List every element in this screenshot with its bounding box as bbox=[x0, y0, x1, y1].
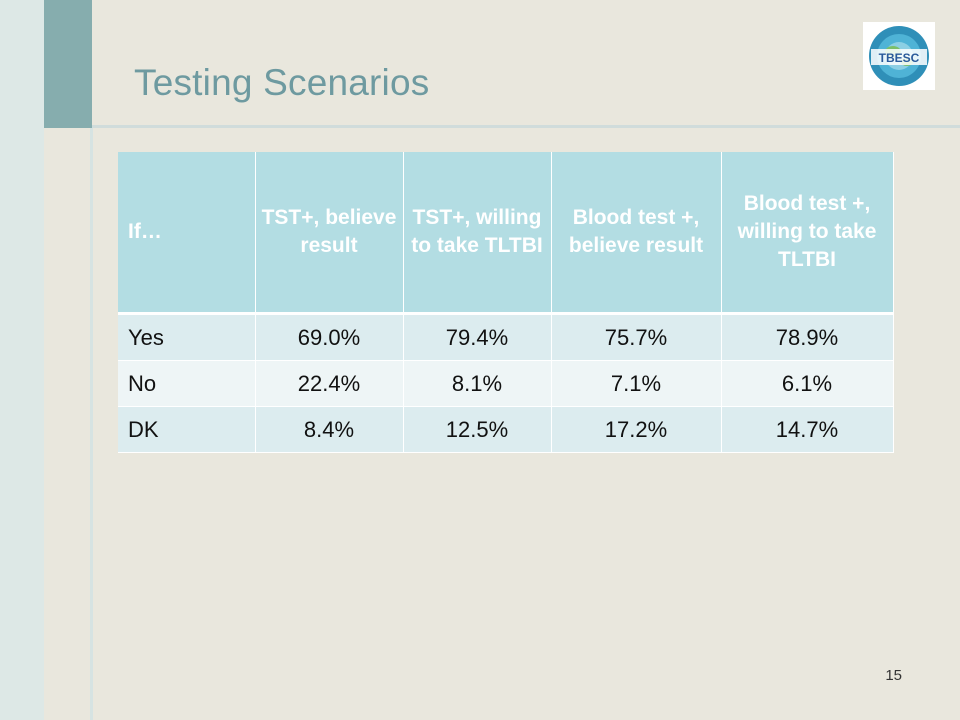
table-cell: 79.4% bbox=[403, 313, 552, 361]
table-cell: 75.7% bbox=[551, 313, 722, 361]
header-cell: Blood test +, believe result bbox=[551, 152, 722, 315]
table-header-row: If… TST+, believe result TST+, willing t… bbox=[118, 152, 894, 315]
table-cell: 8.1% bbox=[403, 360, 552, 407]
table-cell: 7.1% bbox=[551, 360, 722, 407]
table-cell: 78.9% bbox=[721, 313, 894, 361]
page-number: 15 bbox=[885, 667, 902, 684]
table-cell: 22.4% bbox=[255, 360, 404, 407]
title-rule bbox=[92, 125, 960, 128]
table-row: Yes 69.0% 79.4% 75.7% 78.9% bbox=[118, 313, 894, 361]
header-cell: TST+, believe result bbox=[255, 152, 404, 315]
table-row: No 22.4% 8.1% 7.1% 6.1% bbox=[118, 360, 894, 407]
table-cell: 8.4% bbox=[255, 406, 404, 453]
table-cell: 69.0% bbox=[255, 313, 404, 361]
row-label: DK bbox=[118, 406, 256, 453]
slide-title: Testing Scenarios bbox=[134, 62, 430, 103]
tbesc-logo: TBESC bbox=[863, 22, 935, 90]
title-accent-block bbox=[44, 0, 92, 128]
header-cell: If… bbox=[118, 152, 256, 315]
table-row: DK 8.4% 12.5% 17.2% 14.7% bbox=[118, 406, 894, 453]
header-cell: Blood test +, willing to take TLTBI bbox=[721, 152, 894, 315]
logo-text: TBESC bbox=[879, 51, 920, 65]
left-divider bbox=[90, 128, 93, 720]
table-cell: 12.5% bbox=[403, 406, 552, 453]
testing-scenarios-table: If… TST+, believe result TST+, willing t… bbox=[118, 152, 894, 453]
left-band bbox=[0, 0, 44, 720]
table-cell: 17.2% bbox=[551, 406, 722, 453]
row-label: No bbox=[118, 360, 256, 407]
header-cell: TST+, willing to take TLTBI bbox=[403, 152, 552, 315]
row-label: Yes bbox=[118, 313, 256, 361]
table-cell: 14.7% bbox=[721, 406, 894, 453]
table-cell: 6.1% bbox=[721, 360, 894, 407]
